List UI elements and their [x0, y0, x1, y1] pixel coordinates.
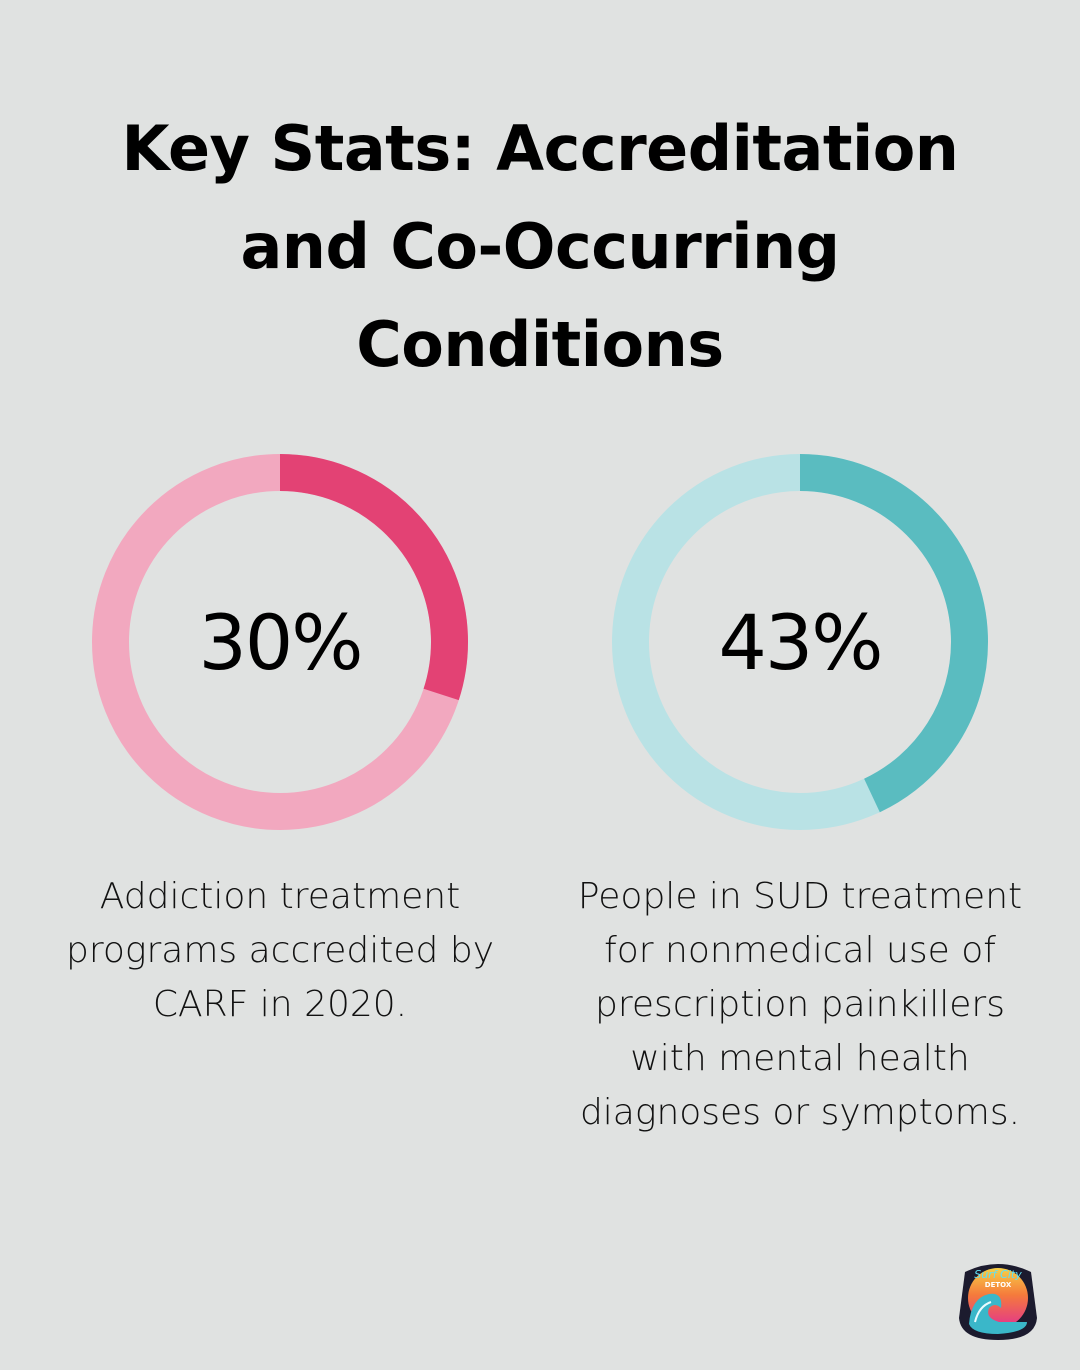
description-line: for nonmedical use of	[604, 930, 996, 971]
description-line: programs accredited by	[66, 930, 494, 971]
stat-value: 43%	[718, 597, 884, 687]
title-line-1: Key Stats: Accreditation	[121, 112, 959, 185]
svg-text:DETOX: DETOX	[985, 1281, 1012, 1289]
stat-description-mental-health: People in SUD treatment for nonmedical u…	[550, 870, 1050, 1140]
donut-ring	[92, 454, 468, 830]
stat-description-carf: Addiction treatment programs accredited …	[40, 870, 520, 1032]
description-line: diagnoses or symptoms.	[579, 1092, 1021, 1133]
svg-text:Surf City: Surf City	[974, 1268, 1022, 1281]
stat-value: 30%	[198, 597, 364, 687]
surf-city-detox-logo-icon: Surf City DETOX	[955, 1258, 1041, 1342]
description-line: with mental health	[630, 1038, 970, 1079]
page-title: Key Stats: Accreditation and Co-Occurrin…	[0, 100, 1080, 394]
donut-chart-mental-health: 43%	[612, 454, 988, 830]
description-line: prescription painkillers	[595, 984, 1005, 1025]
description-line: Addiction treatment	[99, 876, 461, 917]
description-line: CARF in 2020.	[152, 984, 408, 1025]
title-line-2: and Co-Occurring	[240, 210, 840, 283]
donut-chart-carf: 30%	[92, 454, 468, 830]
title-line-3: Conditions	[356, 308, 724, 381]
donut-ring	[612, 454, 988, 830]
description-line: People in SUD treatment	[577, 876, 1023, 917]
